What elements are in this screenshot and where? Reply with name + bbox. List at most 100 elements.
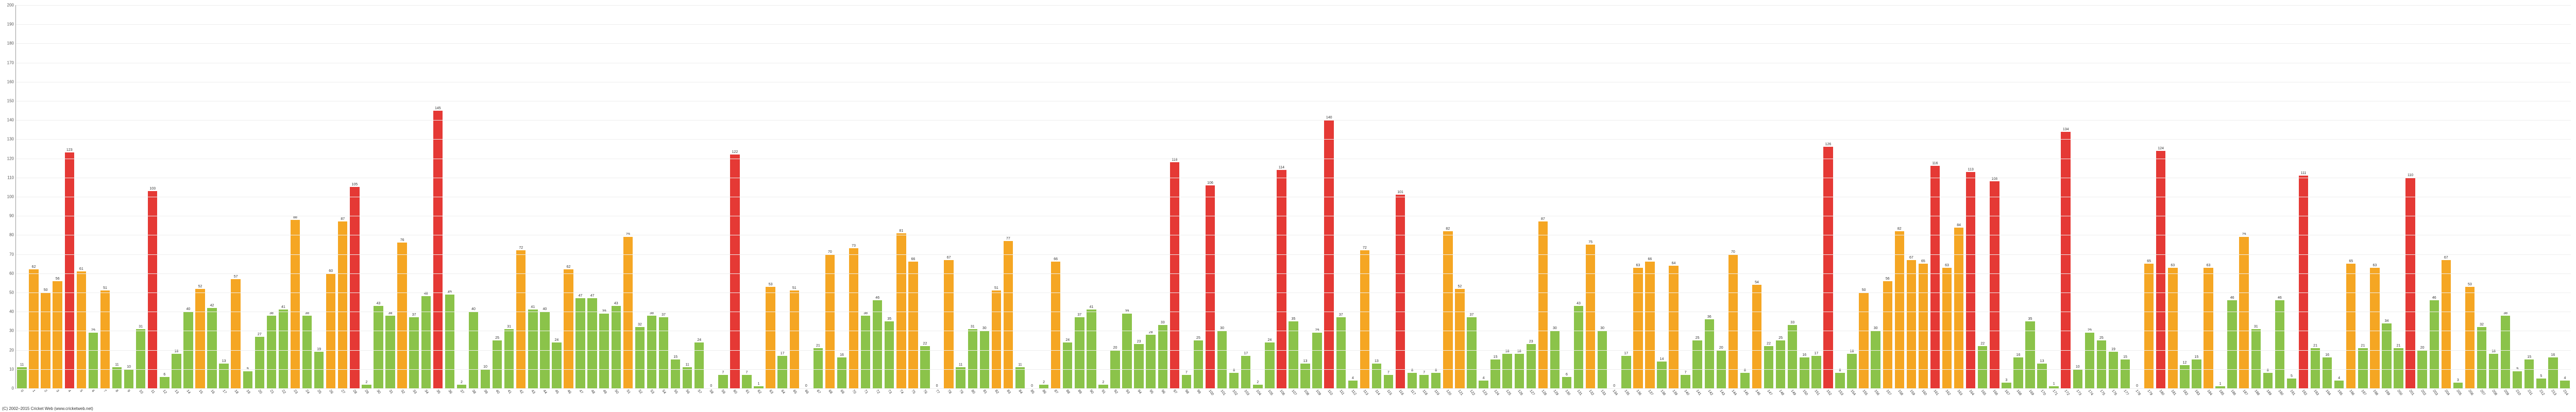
x-tick-label: 123 [1481,389,1487,397]
x-tick-label: 36 [447,389,452,394]
x-tick-label: 134 [1612,389,1618,397]
bar-value-label: 16 [840,353,844,357]
x-tick-label: 207 [2479,389,2485,397]
x-tick-label: 146 [1754,389,1760,397]
bar: 22 [1764,346,1773,388]
bar-value-label: 11 [686,363,689,367]
x-tick-label: 198 [2372,389,2379,397]
bar: 4 [1479,381,1488,388]
bar: 82 [1443,231,1452,388]
bar: 5 [2287,379,2296,388]
x-tick-label: 41 [507,389,512,394]
x-tick-label: 47 [578,389,583,394]
x-tick-label: 14 [186,389,191,394]
x-tick-label: 127 [1529,389,1535,397]
x-tick-label: 214 [2563,389,2569,397]
bar-value-label: 32 [2480,323,2484,327]
x-tick-label: 179 [2147,389,2153,397]
x-tick-label: 89 [1077,389,1082,394]
bar: 25 [493,340,502,388]
bar-value-label: 63 [2171,264,2175,268]
y-tick-label: 50 [9,290,16,295]
bar-value-label: 31 [2254,325,2258,329]
x-tick-label: 104 [1256,389,1262,397]
bar-value-label: 123 [66,148,73,152]
bar: 31 [2251,329,2261,388]
x-tick-label: 132 [1588,389,1595,397]
x-tick-label: 206 [2467,389,2473,397]
bar-value-label: 20 [1719,346,1723,350]
bar: 37 [1467,317,1476,388]
bar-value-label: 40 [187,307,191,312]
y-tick-label: 20 [9,348,16,352]
bar-value-label: 70 [1731,250,1735,254]
bar: 84 [1954,228,1963,388]
bar-value-label: 63 [2373,264,2377,268]
bar-value-label: 13 [2040,359,2044,364]
x-tick-label: 124 [1493,389,1499,397]
x-tick-label: 25 [317,389,322,394]
y-tick-label: 150 [7,99,16,104]
bar: 22 [920,346,929,388]
bar: 25 [1194,340,1203,388]
x-tick-label: 173 [2075,389,2081,397]
bar: 103 [148,191,157,388]
x-tick-label: 136 [1636,389,1642,397]
bar-value-label: 31 [507,325,511,329]
x-tick-label: 99 [1196,389,1201,394]
bar: 49 [445,295,454,388]
x-tick-label: 59 [721,389,726,394]
y-tick-label: 170 [7,60,16,65]
x-tick-label: 88 [1065,389,1071,394]
bar-value-label: 62 [32,265,36,269]
x-tick-label: 110 [1327,389,1333,396]
x-tick-label: 93 [1125,389,1130,394]
y-tick-label: 40 [9,310,16,314]
bar-value-label: 50 [1862,288,1866,293]
x-tick-label: 35 [435,389,440,394]
bar: 46 [2275,300,2284,388]
x-tick-label: 129 [1552,389,1558,397]
bar-value-label: 2 [1257,381,1259,385]
y-tick-label: 130 [7,137,16,142]
x-tick-label: 57 [697,389,702,394]
bar-value-label: 103 [149,187,156,191]
bar: 62 [564,269,573,388]
bar-value-label: 50 [44,288,48,293]
bar: 46 [2430,300,2439,388]
x-tick-label: 84 [1018,389,1023,394]
x-tick-label: 52 [637,389,642,394]
bar-value-label: 113 [1968,168,1974,172]
bar: 46 [2227,300,2236,388]
bar: 11 [1015,367,1025,388]
bar: 3 [2002,383,2011,388]
bar-value-label: 41 [531,305,535,310]
bar: 23 [1527,344,1536,388]
bar-value-label: 24 [1065,338,1070,342]
x-tick-label: 103 [1244,389,1250,397]
bar: 37 [1336,317,1346,388]
x-tick-label: 28 [352,389,358,394]
bar: 38 [267,316,276,388]
bar-value-label: 17 [1244,352,1248,356]
bar: 70 [1728,254,1738,388]
x-tick-label: 166 [1992,389,1998,397]
x-tick-label: 190 [2277,389,2283,397]
bar-value-label: 25 [1778,336,1783,340]
bar-value-label: 35 [2028,317,2032,321]
bar-value-label: 51 [994,286,998,290]
bar-value-label: 0 [710,384,712,388]
x-tick-label: 115 [1386,389,1392,396]
x-tick-label: 40 [495,389,500,394]
y-tick-label: 140 [7,118,16,123]
x-tick-label: 64 [780,389,785,394]
bar-value-label: 6 [1566,373,1568,377]
x-tick-label: 213 [2551,389,2557,397]
bar: 41 [528,310,537,388]
bar-value-label: 30 [1600,327,1604,331]
bar: 17 [777,356,787,388]
x-tick-label: 53 [649,389,654,394]
bar-value-label: 5 [2540,374,2542,379]
bar-value-label: 31 [139,325,143,329]
x-tick-label: 208 [2491,389,2497,397]
